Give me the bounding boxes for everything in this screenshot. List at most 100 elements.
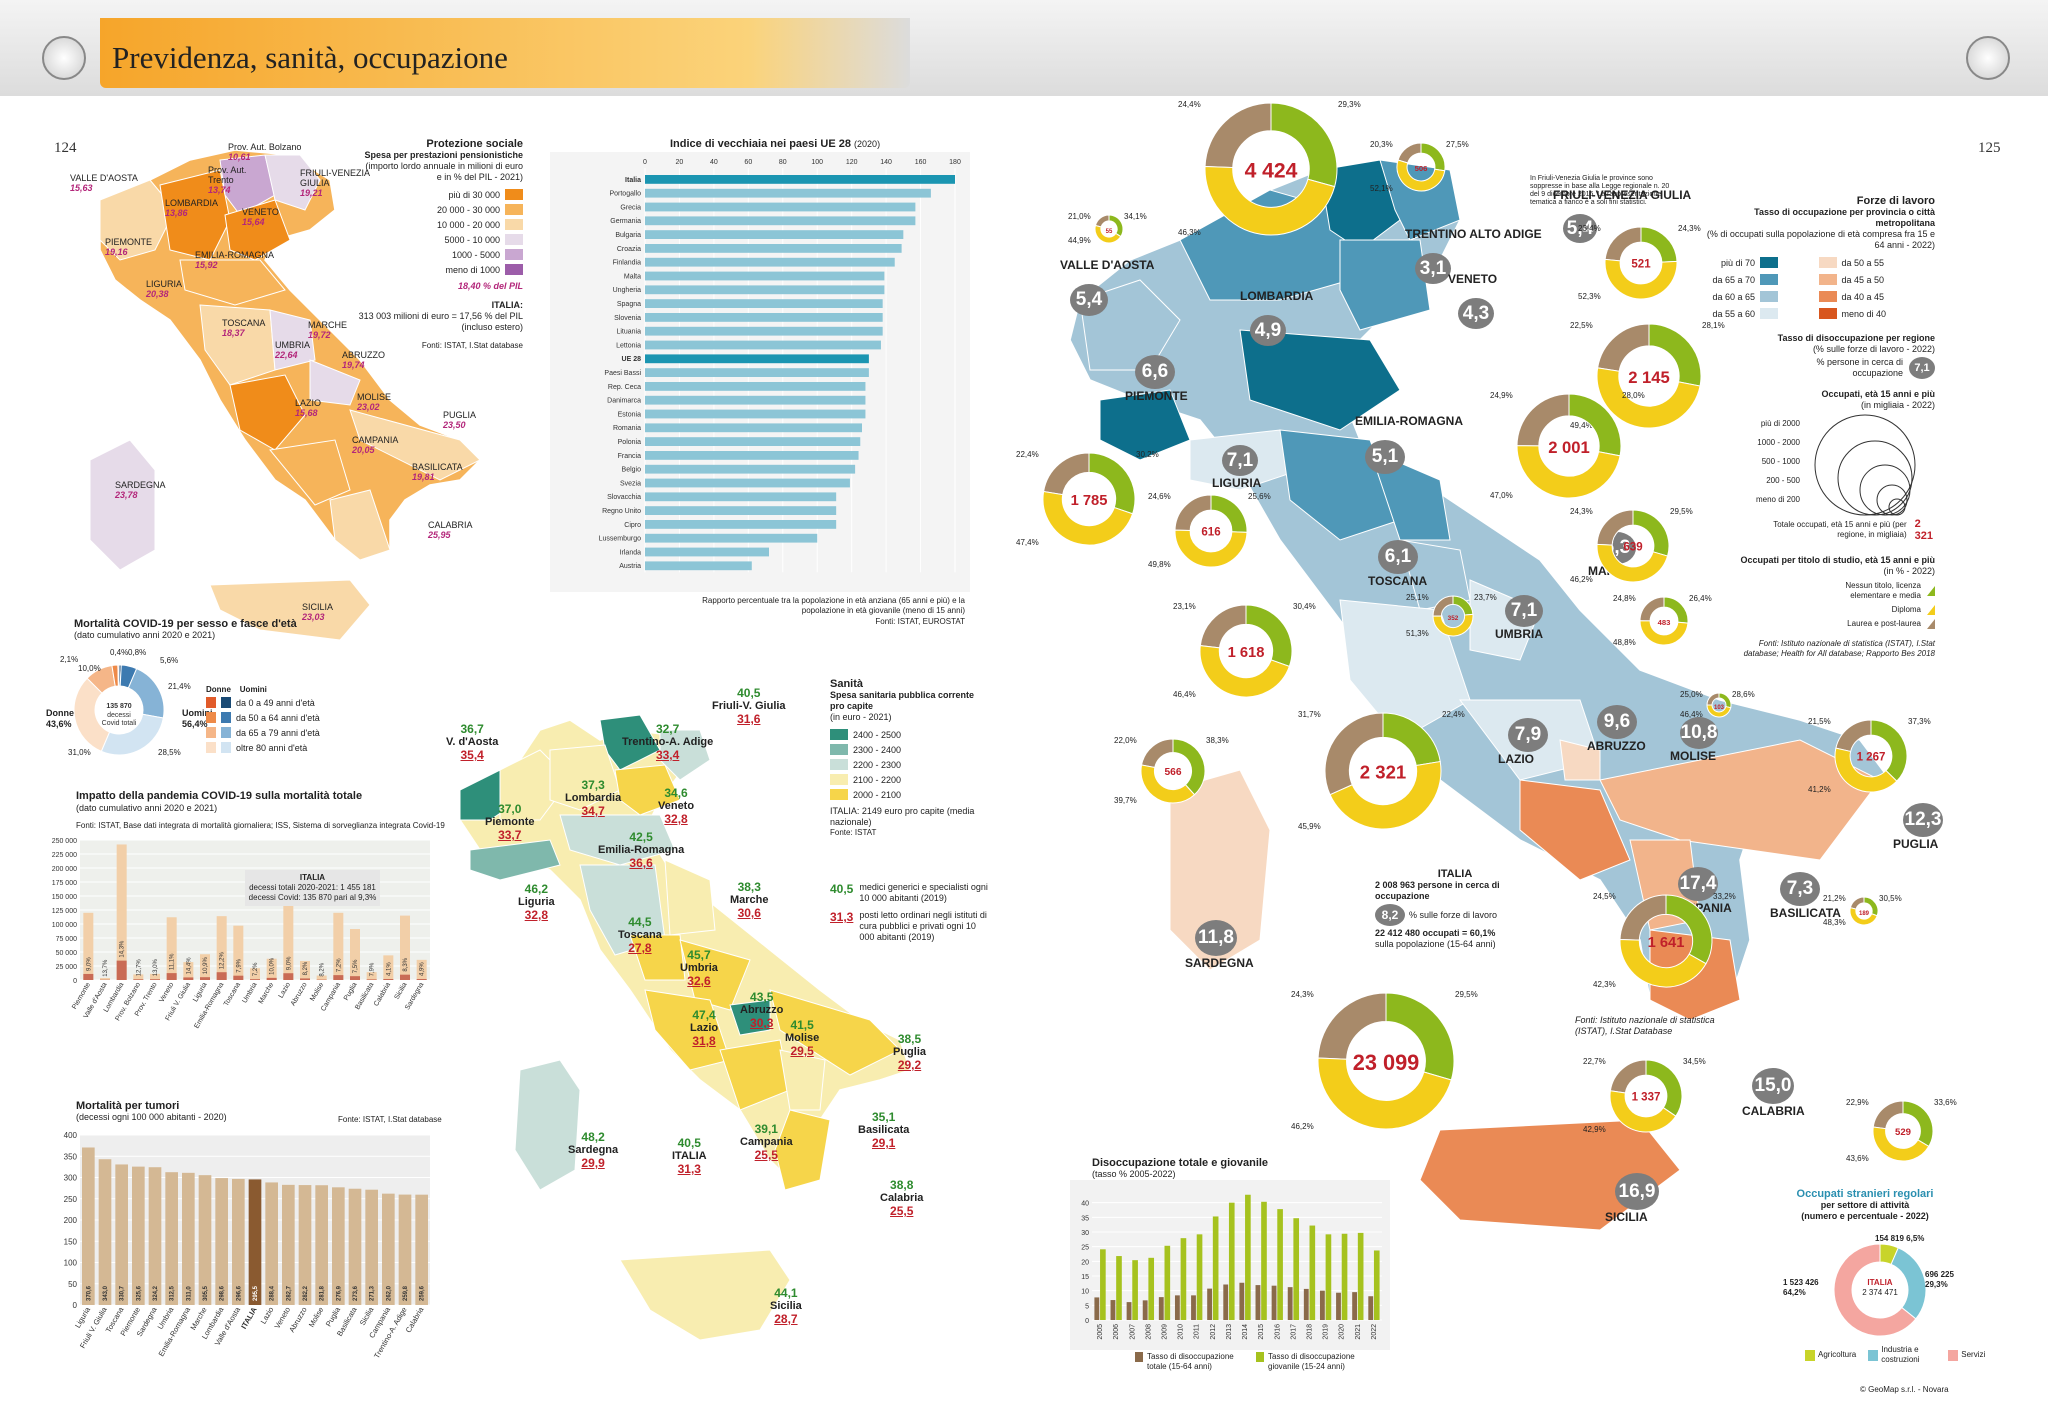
- pct-laurea: 20,3%: [1370, 140, 1393, 149]
- category-label: Abruzzo: [290, 981, 309, 1007]
- pct-label: 28,5%: [158, 748, 181, 757]
- agr-label: 154 819 6,5%: [1875, 1234, 1925, 1243]
- donut-slice: [1174, 529, 1248, 568]
- donut-slice: [1094, 214, 1110, 228]
- region-label: MOLISE: [357, 392, 392, 402]
- region-beds: 33,4: [655, 748, 680, 762]
- pct-diploma: 44,9%: [1068, 236, 1091, 245]
- legend-swatch: [505, 264, 523, 275]
- center-line: 2 374 471: [1862, 1288, 1898, 1297]
- bar-covid: [416, 978, 427, 980]
- year-label: 2020: [1339, 1324, 1346, 1340]
- legend-subtitle: Spesa sanitaria pubblica corrente pro ca…: [830, 690, 975, 711]
- bar: [82, 1147, 95, 1305]
- occupati-donut: 1 337: [1609, 1059, 1683, 1133]
- bar: [232, 1178, 245, 1305]
- pct-label: 13,0%: [153, 959, 159, 977]
- pct-label: 10,9%: [203, 957, 209, 975]
- donut-total: 2 001: [1548, 438, 1590, 457]
- pct-diploma: 47,0%: [1490, 491, 1513, 500]
- studio-sub: (in % - 2022): [1883, 566, 1935, 576]
- impatto-title: Impatto della pandemia COVID-19 sulla mo…: [76, 790, 363, 802]
- legend-swatch: [221, 697, 231, 708]
- sanita-map: [459, 714, 911, 1341]
- tick-label: 40: [710, 159, 718, 166]
- donut-slice: [1043, 452, 1090, 496]
- pct-diploma: 46,2%: [1570, 575, 1593, 584]
- donut-slice: [1597, 323, 1650, 372]
- donut-slice: [1329, 760, 1442, 830]
- bar-covid: [350, 976, 360, 980]
- key-text: medici generici e specialisti ogni 10 00…: [859, 882, 988, 903]
- region-value: 18,37: [222, 328, 245, 338]
- pil-note: 18,40 % del PIL: [457, 281, 523, 291]
- tick-label: 250: [64, 1195, 78, 1204]
- bar-total: [400, 915, 410, 980]
- value-label: 282,7: [286, 1285, 292, 1301]
- scale-label: 1000 - 2000: [1757, 438, 1800, 447]
- scale-label: più di 2000: [1760, 419, 1800, 428]
- pct-label: 9,0%: [286, 956, 292, 970]
- region-name: Toscana: [618, 929, 662, 941]
- region-doctors: 39,1: [754, 1122, 778, 1136]
- occ-sub: (in migliaia - 2022): [1860, 400, 1935, 410]
- donut-slice: [1596, 543, 1669, 583]
- donut-total: 566: [1164, 767, 1181, 778]
- vecchiaia-source: Fonti: ISTAT, EUROSTAT: [875, 617, 965, 626]
- region-label: CALABRIA: [428, 520, 473, 530]
- tick-label: 125 000: [52, 908, 77, 915]
- bar-covid: [133, 979, 144, 980]
- bar-total: [1158, 1297, 1164, 1320]
- bar-total: [300, 960, 310, 980]
- year-label: 2013: [1226, 1324, 1233, 1340]
- region-beds: 33,7: [498, 828, 522, 842]
- region-name: Emilia-Romagna: [598, 844, 685, 856]
- pct-laurea: 31,7%: [1298, 710, 1321, 719]
- globe-icon: [1966, 36, 2010, 80]
- donut-total: 521: [1631, 259, 1651, 271]
- region-name: LOMBARDIA: [1240, 289, 1314, 303]
- region-beds: 29,9: [581, 1156, 605, 1170]
- legend-label: 10 000 - 20 000: [436, 219, 500, 230]
- category-label: Lettonia: [616, 342, 641, 349]
- value-label: 296,6: [236, 1285, 242, 1301]
- region-name: Umbria: [680, 962, 718, 974]
- bar: [348, 1188, 362, 1305]
- italia-label: ITALIA:: [491, 300, 523, 310]
- region-value: 10,61: [228, 152, 251, 162]
- bar: [645, 175, 955, 184]
- stranieri-subtitle: per settore di attività: [1820, 1200, 1910, 1210]
- region-name: Marche: [730, 894, 769, 906]
- bar: [132, 1166, 145, 1305]
- region-name: LAZIO: [1498, 752, 1534, 766]
- scale-label: 500 - 1000: [1761, 457, 1800, 466]
- tick-label: 30: [1081, 1230, 1089, 1237]
- bar-covid: [83, 973, 94, 980]
- bar-total: [283, 904, 294, 980]
- occupati-donut: 352: [1432, 595, 1474, 637]
- bar-total: [350, 929, 360, 980]
- unemployment-bubble: 7,9: [1508, 718, 1548, 752]
- istat-source: Fonti: Istituto nazionale di statistica …: [1575, 1015, 1715, 1036]
- pct-label: 31,0%: [68, 748, 91, 757]
- tick-label: 0: [73, 1301, 78, 1310]
- legend-label: 2200 - 2300: [853, 759, 902, 770]
- region-name: V. d'Aosta: [446, 736, 499, 748]
- pct-nessun-titolo: 30,5%: [1879, 894, 1902, 903]
- pct-nessun-titolo: 26,4%: [1689, 594, 1712, 603]
- unemployment-bubble: 9,6: [1597, 705, 1637, 739]
- bar: [645, 423, 862, 433]
- unemployment-bubble: 5,1: [1365, 440, 1405, 474]
- donut-slice: [1706, 704, 1732, 718]
- tick-label: 250 000: [52, 838, 77, 845]
- year-label: 2015: [1258, 1324, 1265, 1340]
- triangle-icon: [1927, 605, 1935, 615]
- bar-total: [416, 959, 427, 980]
- legend-label: da 50 a 55: [1841, 257, 1885, 268]
- value-label: 305,5: [203, 1285, 209, 1301]
- legend-label: meno di 40: [1841, 308, 1887, 319]
- bar: [645, 299, 883, 308]
- value-label: 312,5: [170, 1285, 176, 1301]
- donut-slice: [1174, 494, 1212, 531]
- legend-desc: (importo lordo annuale in milioni di eur…: [365, 161, 523, 182]
